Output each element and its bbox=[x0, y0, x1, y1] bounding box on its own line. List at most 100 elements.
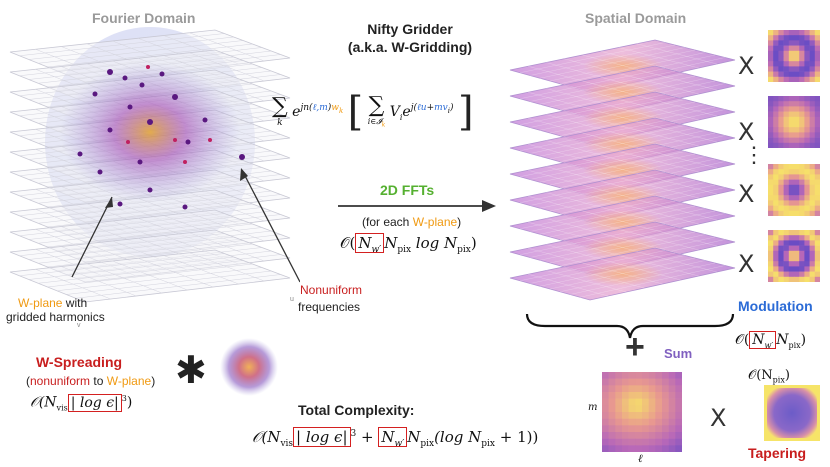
exp-wk: w bbox=[331, 103, 339, 114]
modulation-tile-1 bbox=[768, 30, 820, 82]
tot-box1: | log ϵ| bbox=[293, 427, 351, 447]
frequencies-label: frequencies bbox=[298, 300, 361, 314]
multiply-symbol-3: X bbox=[738, 180, 755, 208]
bracket-sub: i∈𝓘 bbox=[367, 117, 382, 127]
title-line2: (a.k.a. W-Gridding) bbox=[347, 39, 473, 55]
tap-sub: pix bbox=[772, 375, 785, 385]
tot-sub: vis bbox=[280, 439, 294, 449]
plus-symbol: + bbox=[625, 328, 645, 366]
sum-k-sub: k bbox=[277, 118, 283, 128]
fft-sub-prefix: (for each bbox=[362, 215, 413, 229]
axis-m-label: m bbox=[588, 402, 598, 413]
ws-sub: vis bbox=[56, 403, 68, 413]
exp-lm: ℓ,m bbox=[312, 103, 328, 114]
tot-nw-sub: w′ bbox=[394, 439, 405, 449]
exp2-close: ) bbox=[449, 103, 454, 114]
ws-O: 𝒪(N bbox=[30, 394, 57, 411]
ws-box: | log ϵ| bbox=[67, 393, 122, 412]
gridded-harmonics-label: gridded harmonics bbox=[6, 310, 105, 324]
fft-sub-suffix: ) bbox=[457, 215, 462, 229]
multiply-symbol-5: X bbox=[710, 404, 727, 432]
nonuniform-arrow bbox=[241, 169, 300, 283]
exp2-j: j( bbox=[410, 103, 418, 114]
tap-close: ) bbox=[784, 368, 790, 383]
total-complexity-formula: 𝒪(Nvis | log ϵ| 3 + Nw′ Npix(log Npix + 1)) bbox=[252, 427, 539, 449]
modulation-tile-3 bbox=[768, 164, 820, 216]
wplane-rest: with bbox=[62, 296, 88, 310]
fft-sub-wplane: W-plane bbox=[412, 215, 458, 229]
vertical-dots: ⋮ bbox=[743, 142, 765, 167]
tapering-label: Tapering bbox=[748, 445, 807, 461]
exp2-plus: + bbox=[426, 103, 435, 114]
kernel-image bbox=[220, 338, 278, 396]
wspreading-complexity: 𝒪(Nvis | log ϵ| 3) bbox=[30, 393, 133, 413]
ws-close-paren: ) bbox=[126, 394, 133, 411]
ws-to: to bbox=[90, 374, 107, 388]
bracket-sum: ∑ bbox=[368, 93, 385, 119]
fft-label: 2D FFTs bbox=[380, 182, 435, 198]
ws-open: ( bbox=[26, 374, 30, 388]
tiny-u-label: u bbox=[290, 296, 294, 303]
wplane-term: W-plane bbox=[18, 296, 63, 310]
sum-brace bbox=[525, 313, 735, 339]
tot-nw: N bbox=[381, 428, 395, 446]
tapering-complexity: 𝒪(Npix) bbox=[748, 368, 790, 385]
exp2-i: i bbox=[447, 107, 450, 116]
fft-close: ) bbox=[470, 234, 477, 252]
vis-v: V bbox=[389, 104, 400, 120]
multiply-symbol-4: X bbox=[738, 250, 755, 278]
multiply-symbol-2: X bbox=[738, 118, 755, 146]
fft-npix-sub: pix bbox=[397, 245, 412, 255]
tot-plus: + bbox=[356, 428, 379, 446]
fft-log: log N bbox=[411, 234, 458, 252]
tot-log: (log N bbox=[434, 428, 482, 446]
fft-nw: N bbox=[358, 234, 372, 252]
mod-nw-sub: w′ bbox=[764, 340, 774, 350]
mod-nw: N bbox=[752, 332, 765, 348]
fft-log-sub: pix bbox=[457, 245, 471, 255]
tot-log-sub: pix bbox=[481, 439, 495, 449]
exp2-base: e bbox=[402, 104, 411, 120]
w-plane bbox=[9, 249, 291, 303]
sum-label: Sum bbox=[664, 346, 693, 361]
sum-k: ∑ bbox=[272, 94, 288, 119]
mod-npix-sub: pix bbox=[788, 340, 801, 350]
exp-jn: jn( bbox=[300, 103, 313, 114]
spatial-plane bbox=[509, 247, 736, 301]
tapering-image bbox=[764, 385, 820, 441]
tot-pow: 3 bbox=[350, 429, 357, 439]
bracket-sub-k: k bbox=[381, 121, 386, 129]
fft-arrow bbox=[338, 200, 496, 212]
fft-complexity: 𝒪(Nw′ Npix log Npix) bbox=[340, 233, 477, 255]
modulation-complexity: 𝒪(Nw′ Npix) bbox=[735, 331, 807, 350]
ws-nonuniform: nonuniform bbox=[30, 374, 91, 388]
nonuniform-term: Nonuniform bbox=[300, 283, 363, 297]
mod-O: 𝒪( bbox=[735, 332, 750, 348]
exp2-lu: ℓu bbox=[417, 103, 427, 114]
fft-O: 𝒪( bbox=[340, 234, 356, 252]
gridding-equation: ∑ k ejn(ℓ,m)wk [ ∑ i∈𝓘k Viej(ℓu+mvi) ] bbox=[272, 89, 474, 135]
fft-nw-sub: w′ bbox=[371, 245, 382, 255]
nonuniform-dots bbox=[77, 69, 245, 210]
tot-end: + 1)) bbox=[494, 428, 539, 446]
tot-npix-sub: pix bbox=[420, 439, 435, 449]
modulation-tile-4 bbox=[768, 230, 820, 282]
wspreading-label: W-Spreading bbox=[36, 354, 123, 370]
fourier-glow bbox=[60, 62, 240, 202]
exp-wk-sub: k bbox=[338, 107, 344, 116]
mod-npix: N bbox=[776, 332, 789, 348]
ws-wplane: W-plane bbox=[106, 374, 152, 388]
tot-npix: N bbox=[407, 428, 421, 446]
spatial-domain-title: Spatial Domain bbox=[585, 10, 687, 26]
exp-close: ) bbox=[327, 103, 332, 114]
mod-close: ) bbox=[800, 332, 807, 348]
convolution-symbol: ✱ bbox=[175, 350, 207, 392]
modulation-tile-2 bbox=[768, 96, 820, 148]
spatial-plane-stack bbox=[509, 39, 736, 301]
tiny-v-label: v bbox=[77, 322, 81, 329]
vis-sub: i bbox=[399, 112, 403, 122]
tot-O: 𝒪(N bbox=[252, 428, 281, 446]
modulation-label: Modulation bbox=[738, 298, 813, 314]
ws-close: ) bbox=[151, 374, 156, 388]
fourier-plane-stack bbox=[9, 27, 300, 303]
